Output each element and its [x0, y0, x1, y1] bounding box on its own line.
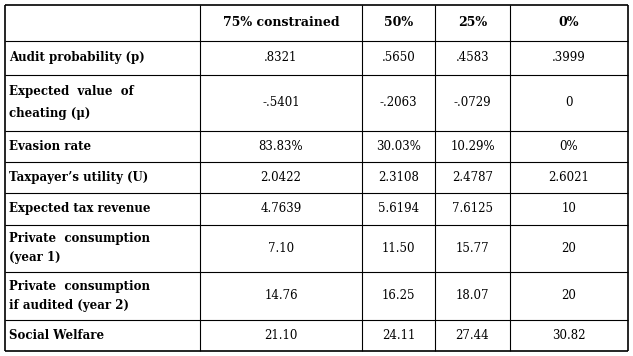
Text: 11.50: 11.50 [382, 242, 415, 255]
Text: Private  consumption: Private consumption [9, 232, 150, 245]
Text: 83.83%: 83.83% [259, 140, 303, 153]
Text: 30.82: 30.82 [552, 329, 586, 342]
Text: 10.29%: 10.29% [450, 140, 495, 153]
Text: 20: 20 [561, 242, 577, 255]
Text: .8321: .8321 [265, 51, 298, 64]
Text: 16.25: 16.25 [382, 289, 415, 302]
Text: Evasion rate: Evasion rate [9, 140, 91, 153]
Text: Expected  value  of: Expected value of [9, 85, 134, 98]
Text: 18.07: 18.07 [456, 289, 489, 302]
Text: 14.76: 14.76 [264, 289, 298, 302]
Text: 7.6125: 7.6125 [452, 203, 493, 215]
Text: if audited (year 2): if audited (year 2) [9, 299, 129, 312]
Text: 4.7639: 4.7639 [260, 203, 302, 215]
Text: -.0729: -.0729 [454, 96, 491, 109]
Text: Private  consumption: Private consumption [9, 280, 150, 293]
Text: 75% constrained: 75% constrained [223, 16, 339, 29]
Text: 27.44: 27.44 [456, 329, 489, 342]
Text: 0: 0 [565, 96, 573, 109]
Text: -.2063: -.2063 [380, 96, 417, 109]
Text: 2.4787: 2.4787 [452, 171, 493, 184]
Text: 7.10: 7.10 [268, 242, 294, 255]
Text: .3999: .3999 [552, 51, 586, 64]
Text: 2.6021: 2.6021 [549, 171, 589, 184]
Text: 21.10: 21.10 [265, 329, 298, 342]
Text: cheating (μ): cheating (μ) [9, 107, 91, 120]
Text: 25%: 25% [458, 16, 487, 29]
Text: -.5401: -.5401 [262, 96, 300, 109]
Text: 5.6194: 5.6194 [378, 203, 419, 215]
Text: 2.0422: 2.0422 [261, 171, 301, 184]
Text: Social Welfare: Social Welfare [9, 329, 104, 342]
Text: .5650: .5650 [382, 51, 415, 64]
Text: Taxpayer’s utility (U): Taxpayer’s utility (U) [9, 171, 148, 184]
Text: .4583: .4583 [456, 51, 489, 64]
Text: 20: 20 [561, 289, 577, 302]
Text: 0%: 0% [559, 16, 579, 29]
Text: 10: 10 [561, 203, 577, 215]
Text: 50%: 50% [384, 16, 413, 29]
Text: Expected tax revenue: Expected tax revenue [9, 203, 151, 215]
Text: Audit probability (p): Audit probability (p) [9, 51, 145, 64]
Text: 15.77: 15.77 [456, 242, 489, 255]
Text: 24.11: 24.11 [382, 329, 415, 342]
Text: 30.03%: 30.03% [376, 140, 421, 153]
Text: 2.3108: 2.3108 [378, 171, 419, 184]
Text: (year 1): (year 1) [9, 251, 61, 265]
Text: 0%: 0% [560, 140, 579, 153]
